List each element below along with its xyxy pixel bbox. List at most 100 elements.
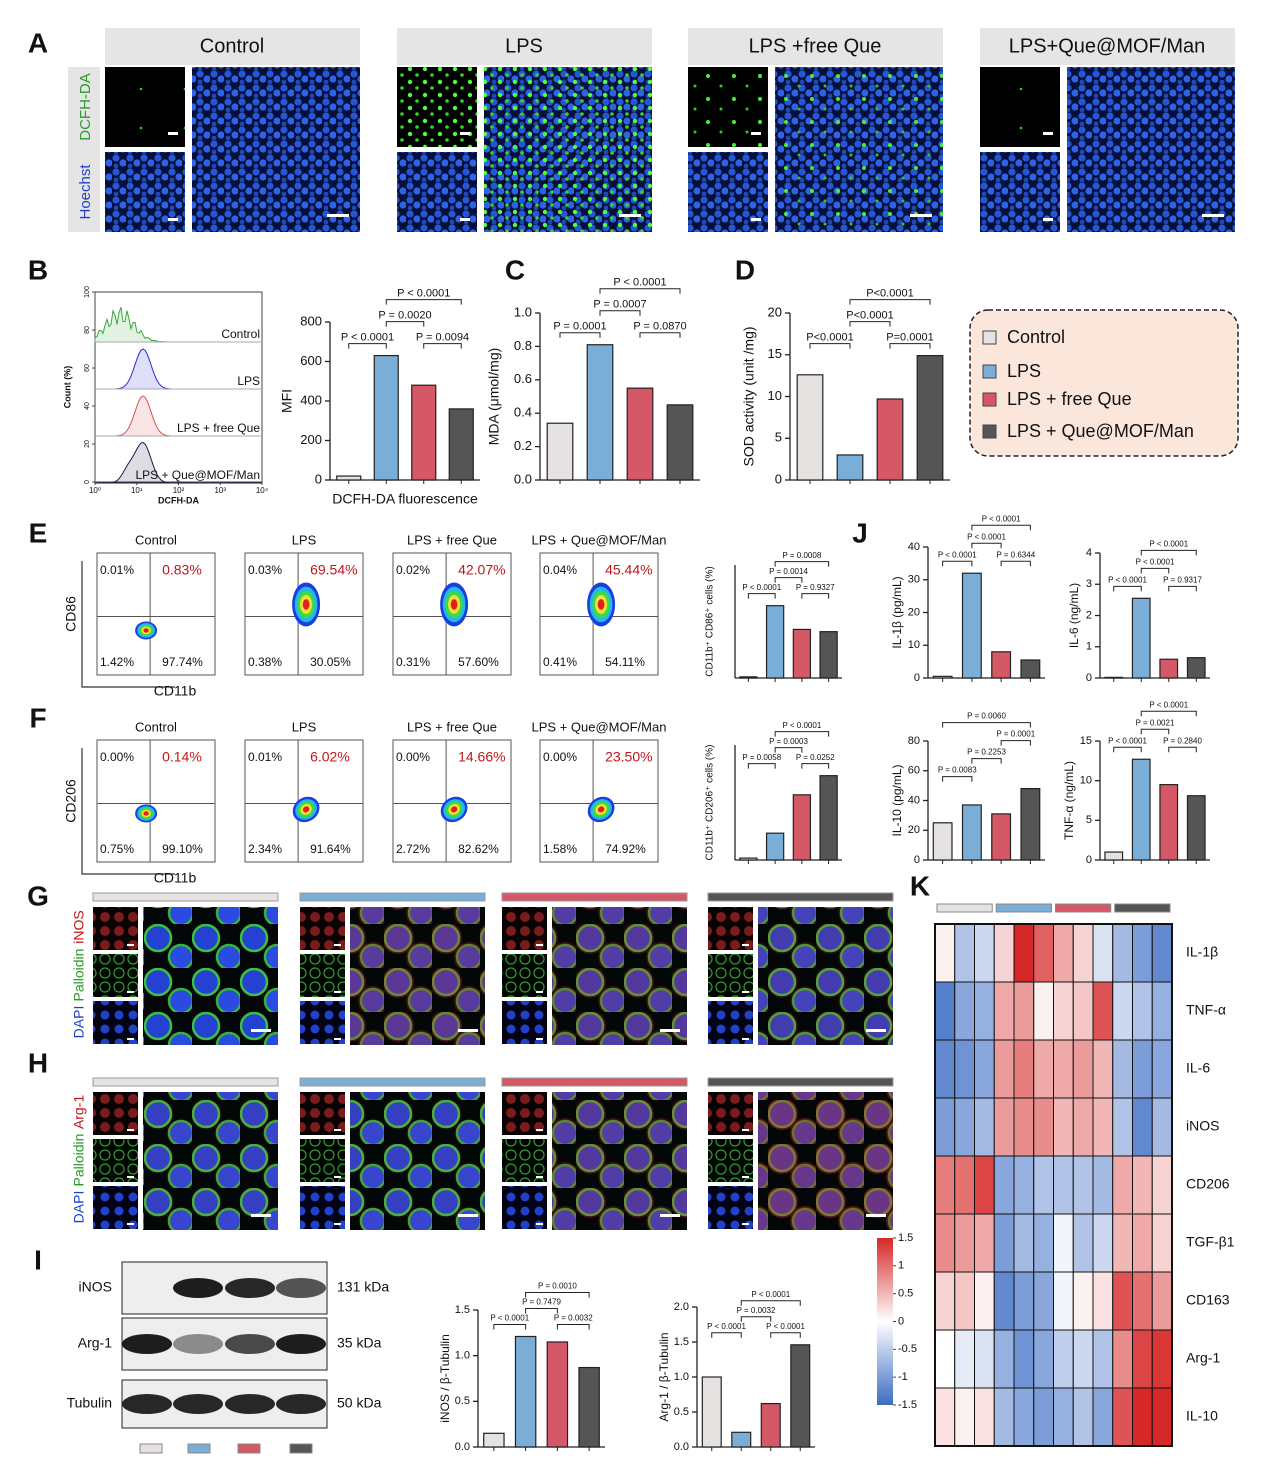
- bar: [1186, 657, 1206, 679]
- heatmap-cell: [1053, 1271, 1074, 1331]
- p-value: P < 0.0001: [613, 277, 666, 289]
- band-size: 131 kDa: [337, 1279, 389, 1295]
- heatmap-cell: [1112, 1155, 1133, 1215]
- group-header: [980, 28, 1235, 65]
- y-tick-label: 20: [908, 606, 920, 618]
- y-axis-label: MFI: [279, 389, 295, 413]
- significance-bracket: [559, 332, 601, 338]
- bar: [932, 675, 953, 679]
- significance-bracket: [599, 288, 681, 294]
- heatmap-cell: [934, 1097, 956, 1157]
- axis-marker: CD11b: [154, 683, 197, 699]
- stain-label: DAPI: [71, 1191, 87, 1224]
- micrograph: [300, 1001, 345, 1044]
- colorbar: [877, 1238, 893, 1405]
- micrograph: [708, 1139, 753, 1182]
- legend-swatch: [139, 1443, 163, 1454]
- heatmap-cell: [1092, 981, 1114, 1041]
- y-tick-label: 80: [908, 735, 920, 747]
- heatmap-cell: [1053, 1097, 1074, 1157]
- significance-bracket: [971, 542, 1002, 549]
- significance-bracket: [942, 560, 973, 567]
- scale-bar: [536, 1129, 543, 1131]
- group-header: [397, 28, 652, 65]
- quadrant-value: 2.72%: [396, 842, 430, 856]
- scale-bar: [127, 944, 134, 946]
- bar: [765, 832, 785, 861]
- significance-bracket: [1140, 567, 1170, 574]
- row-label: TNF-α: [1186, 1002, 1226, 1018]
- significance-bracket: [1168, 585, 1197, 592]
- y-tick-label: 1.0: [455, 1350, 470, 1362]
- colorbar-tick-label: -1: [898, 1371, 908, 1383]
- bar: [578, 1366, 600, 1448]
- panel-letter: G: [27, 880, 49, 911]
- y-tick-label: 400: [300, 392, 322, 407]
- y-tick-label: 40: [908, 794, 920, 806]
- quadrant-value: 23.50%: [605, 749, 652, 765]
- p-value: P = 0.2840: [1163, 736, 1202, 745]
- quadrant-value: 74.92%: [605, 842, 646, 856]
- quadrant-value: 0.75%: [100, 842, 134, 856]
- blot-band: [276, 1334, 326, 1354]
- quadrant-value: 0.01%: [248, 750, 282, 764]
- flow-title: LPS: [292, 719, 317, 734]
- panel-letter: K: [910, 870, 930, 901]
- blot-band: [276, 1278, 326, 1298]
- panel-letter: I: [34, 1244, 42, 1275]
- heatmap-cell: [954, 1097, 975, 1157]
- flow-title: Control: [135, 719, 177, 734]
- x-axis-label: DCFH-DA: [158, 495, 199, 505]
- colorbar-tick-label: 0.5: [898, 1288, 913, 1300]
- significance-bracket: [1113, 585, 1142, 592]
- heatmap-cell: [993, 1155, 1015, 1215]
- micrograph: [93, 1186, 138, 1229]
- blot-band: [173, 1278, 223, 1298]
- y-tick-label: 1.5: [455, 1304, 470, 1316]
- heatmap-cell: [993, 1271, 1015, 1331]
- bar: [961, 804, 982, 861]
- significance-bracket: [774, 561, 830, 567]
- heatmap-cell: [1092, 1097, 1114, 1157]
- group-title: LPS+Que@MOF/Man: [1009, 35, 1205, 57]
- bar: [1104, 676, 1124, 679]
- y-axis-label: Arg-1 / β-Tubulin: [657, 1332, 671, 1421]
- y-axis-label: IL-10 (pg/mL): [890, 764, 904, 836]
- heatmap-cell: [993, 1039, 1015, 1099]
- heatmap-cell: [974, 1329, 995, 1389]
- y-tick-label: 40: [84, 402, 91, 410]
- p-value: P = 0.0003: [769, 737, 808, 746]
- micrograph: [708, 954, 753, 997]
- scale-bar: [866, 1029, 886, 1032]
- bar: [991, 813, 1012, 861]
- scale-bar: [460, 218, 470, 221]
- scale-bar: [251, 1029, 271, 1032]
- group-bar: [936, 903, 993, 913]
- y-axis-label: CD11b⁺ CD86⁺ cells (%): [705, 566, 716, 676]
- heatmap-cell: [934, 1271, 956, 1331]
- heatmap-cell: [1013, 1387, 1035, 1447]
- significance-bracket: [774, 747, 803, 753]
- heatmap-cell: [974, 1097, 995, 1157]
- heatmap-cell: [954, 1271, 975, 1331]
- blot-band: [173, 1394, 223, 1414]
- scale-bar: [742, 1176, 749, 1178]
- legend-label: Control: [1007, 327, 1065, 347]
- stain-label: Hoechst: [77, 164, 94, 220]
- micrograph: [93, 907, 138, 950]
- bar: [991, 651, 1012, 679]
- y-tick-label: 3: [1086, 578, 1092, 590]
- bar: [819, 631, 838, 679]
- y-tick-label: 15: [1080, 735, 1092, 747]
- heatmap-cell: [954, 1329, 975, 1389]
- quadrant-value: 0.14%: [162, 749, 202, 765]
- y-tick-label: 600: [300, 353, 322, 368]
- heatmap-cell: [1072, 1387, 1094, 1447]
- bar: [836, 454, 864, 481]
- significance-bracket: [639, 332, 681, 338]
- y-tick-label: 20: [84, 440, 91, 448]
- scale-bar: [127, 1038, 134, 1040]
- panel-letter: J: [852, 517, 868, 548]
- y-tick-label: 0: [315, 471, 322, 486]
